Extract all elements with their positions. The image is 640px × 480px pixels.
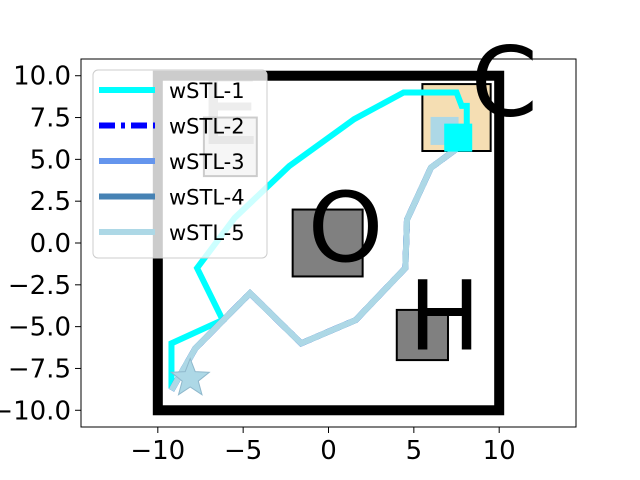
series-lines — [168, 89, 470, 392]
x-tick-label: −5 — [224, 436, 262, 466]
x-tick-label: −10 — [130, 436, 185, 466]
x-tick-label: 0 — [320, 436, 337, 466]
y-tick-label: 10.0 — [13, 62, 71, 92]
series-line-1 — [168, 89, 470, 389]
legend-label-4: wSTL-4 — [169, 186, 245, 210]
region-o — [291, 208, 364, 278]
legend-label-5: wSTL-5 — [169, 221, 245, 245]
legend-label-3: wSTL-3 — [169, 150, 245, 174]
y-tick-label: −2.5 — [8, 271, 71, 301]
legend-label-1: wSTL-1 — [169, 79, 245, 103]
x-tick-label: 10 — [483, 436, 516, 466]
series-line-5 — [168, 133, 470, 392]
goal-mark-2 — [444, 123, 473, 152]
legend-box — [92, 69, 268, 259]
axis-ticks: −10 −5 0 5 10 10.0 7.5 5.0 2.5 0.0 −2.5 −5.0 −7.5 −10… — [0, 62, 516, 466]
x-tick-label: 5 — [406, 436, 423, 466]
y-tick-label: −10.0 — [0, 396, 71, 426]
markers — [169, 116, 473, 396]
region-label-o: O — [308, 172, 384, 284]
region-label-c: C — [471, 26, 538, 138]
y-tick-label: −5.0 — [8, 313, 71, 343]
legend-label-2: wSTL-2 — [169, 115, 245, 139]
y-tick-label: 0.0 — [30, 229, 71, 259]
y-tick-label: 7.5 — [30, 104, 71, 134]
region-label-h: H — [408, 261, 480, 373]
y-tick-label: 5.0 — [30, 145, 71, 175]
y-tick-label: −7.5 — [8, 354, 71, 384]
y-tick-label: 2.5 — [30, 187, 71, 217]
region-h — [395, 308, 449, 362]
start-star-marker — [169, 357, 211, 396]
legend: wSTL-1 wSTL-2 wSTL-3 wSTL-4 wSTL-5 — [92, 69, 268, 259]
